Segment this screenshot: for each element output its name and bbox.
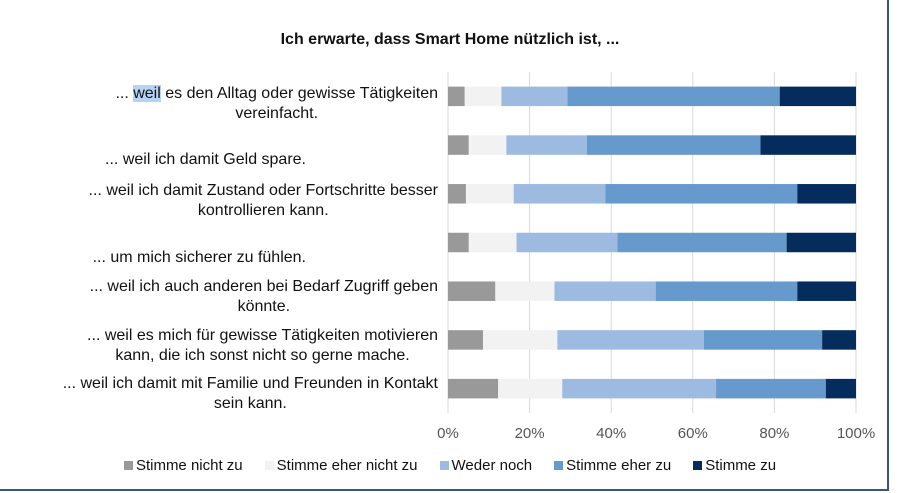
legend-swatch: [123, 461, 133, 470]
legend-item: Stimme zu: [693, 457, 776, 474]
chart-title: Ich erwarte, dass Smart Home nützlich is…: [280, 31, 620, 48]
bar-segment: [483, 330, 558, 350]
bar-segment: [617, 232, 787, 253]
bar-segment: [448, 135, 469, 155]
bar-segment: [464, 86, 502, 107]
legend-label: Stimme nicht zu: [135, 457, 243, 474]
bar-segment: [554, 281, 656, 301]
legend-item: Stimme nicht zu: [123, 457, 243, 474]
category-label-1: ... weil es den Alltag oder gewisse Täti…: [115, 85, 438, 122]
bar-segment: [513, 184, 606, 204]
category-label-2: ... weil ich damit Geld spare.: [105, 151, 306, 168]
legend-swatch: [554, 461, 564, 470]
x-tick-label: 60%: [677, 425, 708, 442]
bar-segment: [557, 330, 704, 350]
bar-segment: [501, 86, 568, 107]
frame-border-right: [887, 0, 889, 491]
category-label-7: ... weil ich damit mit Familie und Freun…: [62, 375, 438, 412]
bar-segment: [779, 86, 856, 107]
legend-item: Stimme eher zu: [554, 457, 671, 474]
legend-label: Stimme eher zu: [566, 457, 672, 474]
bar-segment: [516, 232, 618, 253]
x-tick-label: 80%: [759, 425, 790, 442]
bar-segment: [448, 86, 465, 107]
bar-segment: [716, 378, 826, 399]
bar-segment: [586, 135, 761, 155]
x-tick-label: 100%: [836, 425, 876, 442]
legend: Stimme nicht zu Stimme eher nicht zu Weder…: [0, 457, 900, 474]
legend-item: Weder noch: [439, 457, 533, 474]
bar-segment: [786, 232, 856, 253]
bar-segment: [760, 135, 856, 155]
bar-segment: [567, 86, 780, 107]
legend-swatch: [693, 461, 703, 470]
x-tick-label: 20%: [514, 425, 545, 442]
bar-segment: [605, 184, 798, 204]
bar-segment: [797, 281, 856, 301]
legend-swatch: [264, 461, 274, 470]
category-label-3: ... weil ich damit Zustand oder Fortschr…: [88, 182, 438, 219]
bar-segment: [498, 378, 563, 399]
frame-border-bottom: [0, 489, 889, 491]
legend-item: Stimme eher nicht zu: [264, 457, 418, 474]
bar-segment: [825, 378, 856, 399]
legend-swatch: [439, 461, 449, 470]
x-tick-label: 0%: [437, 425, 459, 442]
bar-segment: [448, 232, 469, 253]
legend-label: Weder noch: [451, 457, 533, 474]
bar-segment: [448, 378, 499, 399]
bar-segment: [468, 232, 517, 253]
bar-segment: [506, 135, 587, 155]
legend-label: Stimme eher nicht zu: [276, 457, 418, 474]
bar-segment: [562, 378, 717, 399]
bar-segment: [655, 281, 798, 301]
bar-segment: [797, 184, 856, 204]
category-label-5: ... weil ich auch anderen bei Bedarf Zug…: [89, 278, 438, 315]
bar-segment: [448, 281, 496, 301]
bar-segment: [468, 135, 507, 155]
bar-segment: [822, 330, 856, 350]
text-selection-highlight[interactable]: weil: [133, 85, 161, 102]
category-label-4: ... um mich sicherer zu fühlen.: [92, 249, 306, 266]
x-tick-label: 40%: [596, 425, 627, 442]
bar-segment: [703, 330, 823, 350]
bar-segment: [465, 184, 514, 204]
category-label-6: ... weil es mich für gewisse Tätigkeiten…: [87, 327, 438, 364]
bar-segment: [448, 184, 466, 204]
legend-label: Stimme zu: [705, 457, 777, 474]
bar-segment: [448, 330, 484, 350]
bar-segment: [495, 281, 555, 301]
